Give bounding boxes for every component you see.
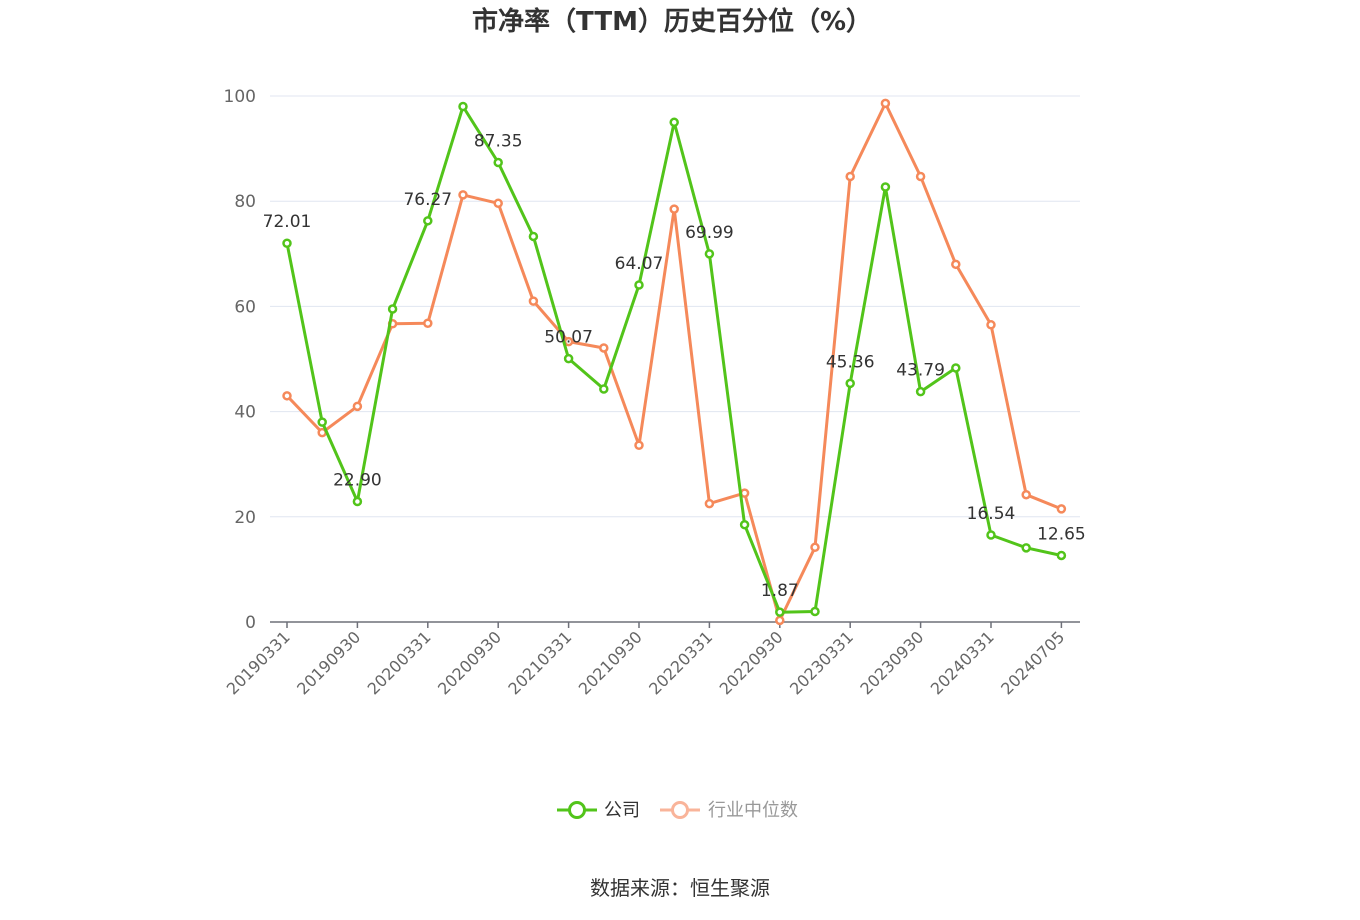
x-tick-label: 20240331 bbox=[927, 627, 998, 698]
x-tick-label: 20210331 bbox=[504, 627, 575, 698]
legend-item-industry-median[interactable]: 行业中位数 bbox=[660, 800, 798, 821]
x-tick-label: 20240705 bbox=[997, 627, 1068, 698]
series-1-point bbox=[986, 320, 996, 330]
x-tick-label: 20220331 bbox=[645, 627, 716, 698]
series-1-point bbox=[634, 440, 644, 451]
series-1-point bbox=[493, 198, 503, 209]
series-1-point bbox=[599, 343, 609, 353]
series-0-point bbox=[986, 530, 996, 540]
series-0-point bbox=[352, 496, 363, 507]
series-1-point bbox=[669, 204, 679, 214]
x-tick-label: 20190331 bbox=[223, 627, 294, 698]
data-label: 64.07 bbox=[615, 254, 664, 274]
data-label: 12.65 bbox=[1037, 524, 1086, 544]
series-0-point bbox=[282, 238, 292, 248]
x-axis: 20190331 20190930 20200331 20200930 20210331… bbox=[223, 621, 1080, 698]
y-tick-label: 0 bbox=[245, 613, 256, 633]
series-0-point bbox=[634, 280, 644, 290]
x-tick-label: 20230331 bbox=[786, 627, 857, 698]
series-0-point bbox=[387, 304, 398, 314]
data-label: 43.79 bbox=[896, 361, 945, 381]
data-labels: 72.01 22.90 76.27 87.35 50.07 64.07 69.99 1.87 4… bbox=[263, 132, 1086, 602]
series-1-point bbox=[845, 171, 855, 182]
series-0-point bbox=[951, 363, 961, 373]
series-1-point bbox=[528, 296, 539, 306]
series-0-point bbox=[775, 607, 785, 617]
series-1-point bbox=[1056, 504, 1067, 514]
series-0-point bbox=[845, 378, 855, 389]
data-label: 22.90 bbox=[333, 471, 382, 491]
series-0-point bbox=[669, 117, 679, 128]
legend-marker-company bbox=[568, 801, 586, 819]
x-tick-label: 20230930 bbox=[856, 627, 927, 698]
data-label: 1.87 bbox=[761, 581, 799, 601]
series-0-point bbox=[1021, 543, 1031, 553]
series-0-point bbox=[423, 216, 433, 226]
series-1-point bbox=[810, 542, 820, 553]
series-line-1 bbox=[285, 101, 1063, 622]
x-tick-label: 20220930 bbox=[716, 627, 787, 698]
data-label: 87.35 bbox=[474, 132, 523, 152]
series-1-point bbox=[880, 98, 891, 109]
series-0-point bbox=[563, 353, 574, 364]
series-0-point bbox=[880, 182, 891, 192]
grid-lines bbox=[270, 95, 1080, 518]
series-layer bbox=[282, 98, 1067, 626]
series-1-point bbox=[775, 615, 785, 626]
series-0-point bbox=[704, 249, 715, 259]
data-label: 72.01 bbox=[263, 212, 312, 232]
series-1-point bbox=[915, 171, 926, 182]
legend-item-company[interactable]: 公司 bbox=[557, 800, 640, 821]
series-line-0 bbox=[285, 105, 1063, 614]
x-tick-label: 20190930 bbox=[293, 627, 364, 698]
series-1-point bbox=[704, 498, 715, 509]
series-1-point bbox=[352, 401, 363, 412]
data-label: 76.27 bbox=[403, 190, 452, 210]
series-0-point bbox=[599, 384, 609, 394]
series-1-point bbox=[951, 259, 961, 270]
series-0-point bbox=[528, 231, 539, 242]
series-0-point bbox=[915, 386, 926, 397]
data-label: 16.54 bbox=[967, 504, 1016, 524]
series-1-point bbox=[1021, 489, 1031, 500]
y-tick-label: 100 bbox=[224, 87, 256, 107]
y-tick-label: 60 bbox=[234, 297, 256, 317]
series-0-point bbox=[1056, 550, 1067, 561]
x-tick-label: 20200331 bbox=[364, 627, 435, 698]
x-tick-label: 20200930 bbox=[434, 627, 505, 698]
series-0-point bbox=[810, 606, 820, 617]
y-tick-label: 20 bbox=[234, 508, 256, 528]
data-label: 45.36 bbox=[826, 352, 875, 372]
series-1-point bbox=[458, 190, 468, 200]
chart-title: 市净率（TTM）历史百分位（%） bbox=[472, 6, 872, 37]
y-axis: 0 20 40 60 80 100 bbox=[224, 87, 256, 633]
series-0-point bbox=[458, 101, 468, 112]
series-0-point bbox=[739, 519, 750, 530]
x-tick-label: 20210930 bbox=[575, 627, 646, 698]
legend-label-company: 公司 bbox=[604, 800, 640, 821]
legend-label-industry-median: 行业中位数 bbox=[708, 800, 798, 821]
data-source: 数据来源：恒生聚源 bbox=[590, 876, 770, 900]
legend-marker-industry-median bbox=[671, 801, 689, 819]
series-1-point bbox=[423, 318, 433, 328]
data-label: 50.07 bbox=[544, 328, 593, 348]
y-tick-label: 40 bbox=[234, 403, 256, 423]
series-0-point bbox=[317, 417, 327, 427]
legend: 公司 行业中位数 bbox=[557, 800, 798, 821]
data-label: 69.99 bbox=[685, 223, 734, 243]
series-1-point bbox=[282, 391, 292, 401]
series-0-point bbox=[493, 157, 503, 168]
y-tick-label: 80 bbox=[234, 192, 256, 212]
